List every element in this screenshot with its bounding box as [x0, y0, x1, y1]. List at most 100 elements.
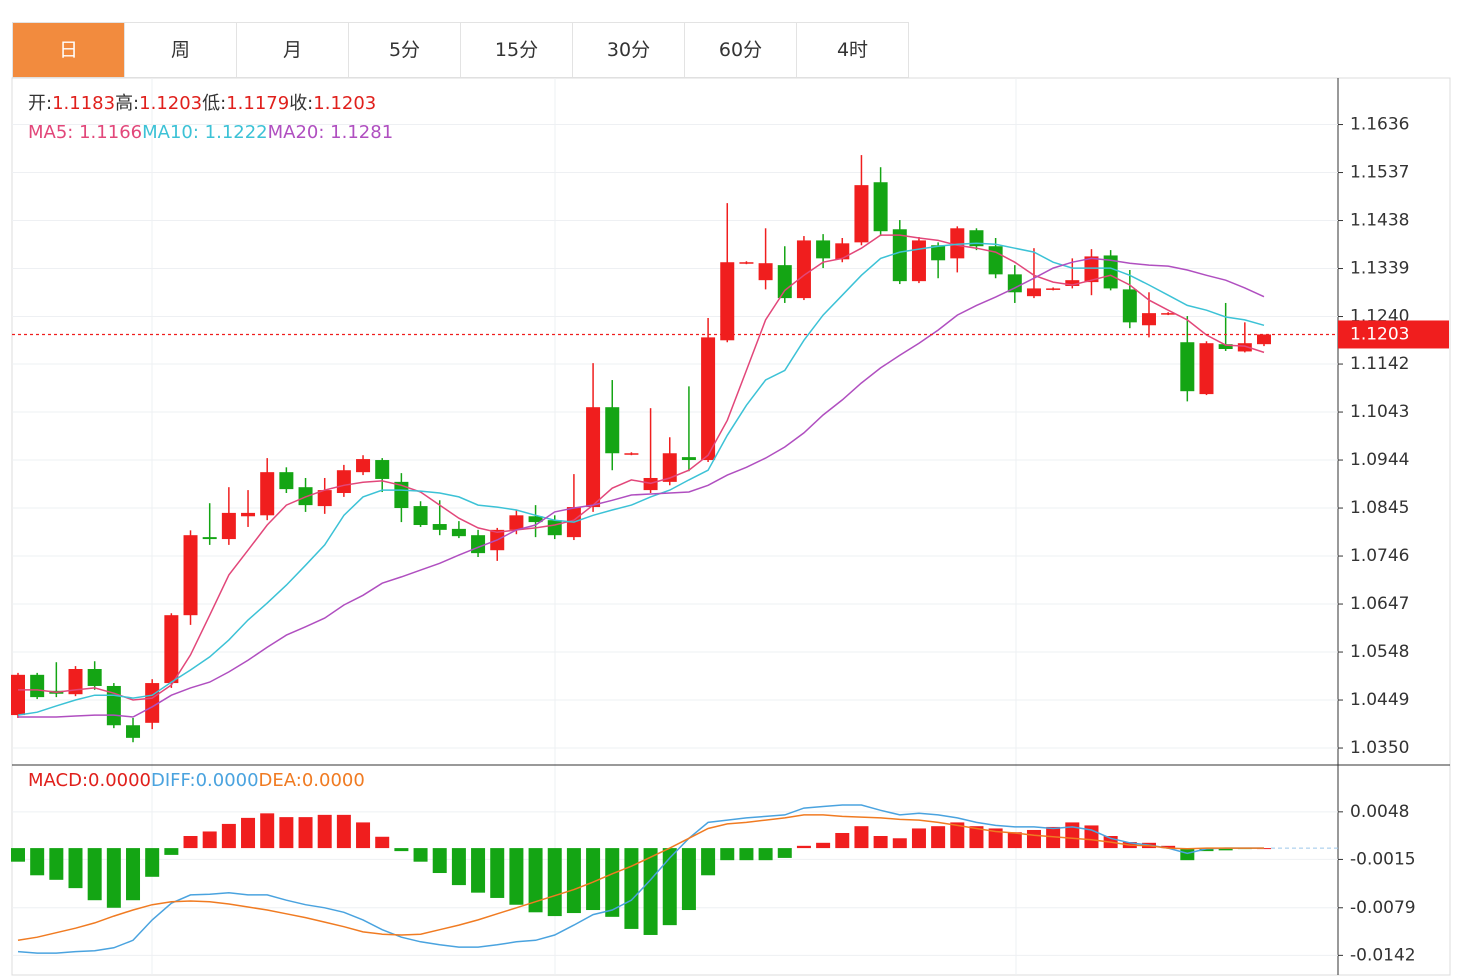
macd-bar [1161, 845, 1176, 849]
macd-bar [202, 831, 217, 849]
y-tick-label: 1.1438 [1350, 211, 1409, 231]
macd-bar [145, 848, 160, 877]
y-tick-label: 1.1142 [1350, 354, 1409, 374]
macd-bar [892, 838, 907, 849]
period-tabs: 日周月 5分 15分 30分 60分 4时 [12, 22, 909, 78]
y-tick-label: 1.0746 [1350, 546, 1409, 566]
candle-body [1103, 255, 1118, 289]
last-price-box [1338, 320, 1449, 349]
macd-bar [317, 814, 332, 849]
candle-body [1046, 288, 1061, 290]
y-tick-label: 1.0845 [1350, 498, 1409, 518]
macd-bar [221, 823, 236, 849]
candle-body [796, 240, 811, 299]
y-tick-label: 1.0944 [1350, 450, 1409, 470]
legend-item: DEA:0.0000 [259, 770, 365, 791]
macd-bar [1007, 832, 1022, 849]
macd-bar [681, 848, 696, 911]
candle-body [911, 240, 926, 282]
candle-body [413, 506, 428, 526]
macd-bar [126, 848, 141, 901]
macd-bar [298, 817, 313, 849]
macd-bar [87, 848, 102, 901]
candle-body [1199, 343, 1214, 395]
macd-bar [816, 842, 831, 849]
candle-body [969, 230, 984, 247]
readout-name: 高: [115, 93, 140, 114]
macd-bar [835, 832, 850, 849]
candle-body [221, 512, 236, 540]
macd-bar [490, 848, 505, 898]
macd-bar [1199, 848, 1214, 852]
macd-bar [11, 848, 25, 862]
macd-bar [260, 813, 275, 849]
period-tab[interactable]: 4时 [797, 23, 909, 77]
macd-bar [988, 828, 1003, 849]
y-tick-label: 1.0548 [1350, 642, 1409, 662]
legend-name: DIFF: [151, 770, 196, 791]
candle-body [1161, 313, 1176, 315]
macd-bar [528, 848, 543, 913]
legend-value: 0.0000 [88, 770, 152, 791]
period-tab[interactable]: 60分 [685, 23, 797, 77]
candle-body [87, 669, 102, 686]
ma-line [18, 234, 1265, 701]
macd-bar [777, 848, 792, 858]
period-tab[interactable]: 5分 [349, 23, 461, 77]
candle-body [356, 459, 371, 473]
macd-bar [969, 826, 984, 849]
macd-bar [183, 836, 198, 849]
candle-body [873, 182, 888, 232]
macd-bar [586, 848, 601, 911]
candle-body [126, 725, 141, 738]
indicator-line [17, 814, 1264, 942]
legend-item: MA5: 1.1166 [28, 122, 142, 143]
candle-body [145, 683, 160, 723]
period-tab[interactable]: 月 [237, 23, 349, 77]
readout-value: 1.1203 [313, 93, 377, 114]
period-tab[interactable]: 15分 [461, 23, 573, 77]
y-tick-label: 0.0048 [1350, 802, 1409, 822]
candle-body [835, 243, 850, 260]
legend-value: 1.1222 [204, 122, 268, 143]
legend-item: MACD:0.0000 [28, 770, 151, 791]
macd-bar [739, 848, 754, 861]
readout-name: 低: [202, 93, 227, 114]
period-tab[interactable]: 日 [13, 23, 125, 77]
indicator-line [17, 804, 1264, 954]
y-tick-label: 1.0449 [1350, 690, 1409, 710]
readout-item: 低:1.1179 [202, 93, 289, 114]
legend-name: MA5: [28, 122, 74, 143]
ma-line [18, 257, 1265, 718]
candle-body [777, 265, 792, 299]
candle-body [739, 262, 754, 264]
period-tab[interactable]: 30分 [573, 23, 685, 77]
macd-bar [854, 826, 869, 849]
readout-item: 收:1.1203 [289, 93, 376, 114]
candle-body [317, 490, 332, 507]
candle-body [11, 674, 25, 716]
macd-bar [509, 848, 524, 905]
candle-body [701, 337, 716, 461]
candle-body [336, 470, 351, 494]
macd-bar [471, 848, 486, 893]
readout-value: 1.1203 [139, 93, 203, 114]
macd-bar [356, 822, 371, 849]
y-tick-label: -0.0142 [1350, 945, 1416, 965]
macd-bar [624, 848, 639, 929]
macd-bar [279, 817, 294, 849]
candle-body [394, 481, 409, 509]
legend-value: 0.0000 [301, 770, 365, 791]
macd-bar [701, 848, 716, 876]
macd-bar [643, 848, 658, 935]
macd-bar [931, 826, 946, 849]
period-tab[interactable]: 周 [125, 23, 237, 77]
macd-bar [336, 814, 351, 849]
ma-line [17, 242, 1265, 716]
macd-bar [720, 848, 735, 861]
readout-value: 1.1183 [52, 93, 116, 114]
candle-body [547, 520, 562, 536]
candle-body [931, 245, 946, 261]
